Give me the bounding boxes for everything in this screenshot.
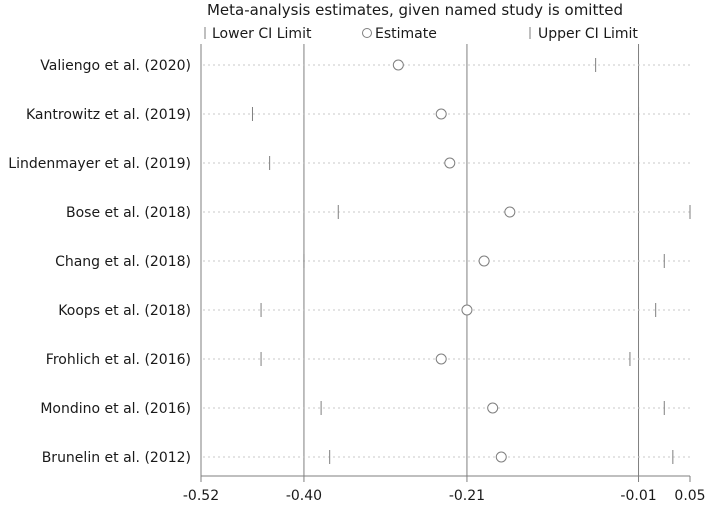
chart-title: Meta-analysis estimates, given named stu… bbox=[207, 1, 623, 19]
legend-estimate-label: Estimate bbox=[375, 26, 437, 42]
plot-frame bbox=[200, 44, 690, 477]
study-label: Bose et al. (2018) bbox=[66, 205, 191, 221]
study-label: Frohlich et al. (2016) bbox=[46, 352, 191, 368]
estimate-marker bbox=[461, 304, 473, 316]
study-label: Brunelin et al. (2012) bbox=[42, 450, 191, 466]
study-label: Valiengo et al. (2020) bbox=[40, 58, 191, 74]
study-row: Valiengo et al. (2020) bbox=[40, 58, 690, 74]
x-tick-label: -0.52 bbox=[183, 488, 219, 504]
study-row: Frohlich et al. (2016) bbox=[46, 352, 690, 368]
estimate-marker bbox=[435, 353, 447, 365]
study-row: Koops et al. (2018) bbox=[58, 303, 690, 319]
study-row: Brunelin et al. (2012) bbox=[42, 450, 690, 466]
legend-estimate-marker bbox=[362, 28, 372, 38]
study-row: Chang et al. (2018) bbox=[55, 254, 690, 270]
x-tick-label: -0.40 bbox=[286, 488, 322, 504]
legend-upper-ci-label: Upper CI Limit bbox=[538, 26, 638, 42]
study-label: Kantrowitz et al. (2019) bbox=[26, 107, 191, 123]
study-label: Chang et al. (2018) bbox=[55, 254, 191, 270]
x-tick-label: 0.05 bbox=[674, 488, 705, 504]
study-row: Mondino et al. (2016) bbox=[40, 401, 690, 417]
estimate-marker bbox=[392, 59, 404, 71]
study-label: Lindenmayer et al. (2019) bbox=[8, 156, 191, 172]
study-label: Koops et al. (2018) bbox=[58, 303, 191, 319]
study-row: Lindenmayer et al. (2019) bbox=[8, 156, 690, 172]
x-tick-label: -0.01 bbox=[620, 488, 656, 504]
estimate-marker bbox=[435, 108, 447, 120]
legend-lower-ci-label: Lower CI Limit bbox=[212, 26, 312, 42]
study-label: Mondino et al. (2016) bbox=[40, 401, 191, 417]
study-row: Kantrowitz et al. (2019) bbox=[26, 107, 690, 123]
study-row: Bose et al. (2018) bbox=[66, 205, 691, 221]
x-axis-ticks: -0.52 -0.40 -0.21 -0.01 0.05 bbox=[183, 476, 706, 504]
x-tick-label: -0.21 bbox=[449, 488, 485, 504]
estimate-marker bbox=[487, 402, 499, 414]
estimate-marker bbox=[495, 451, 507, 463]
reference-lines bbox=[303, 44, 640, 476]
study-rows: Valiengo et al. (2020) Kantrowitz et al. … bbox=[8, 58, 691, 466]
legend: Lower CI Limit Estimate Upper CI Limit bbox=[204, 26, 638, 42]
estimate-marker bbox=[504, 206, 516, 218]
estimate-marker bbox=[478, 255, 490, 267]
estimate-marker bbox=[444, 157, 456, 169]
